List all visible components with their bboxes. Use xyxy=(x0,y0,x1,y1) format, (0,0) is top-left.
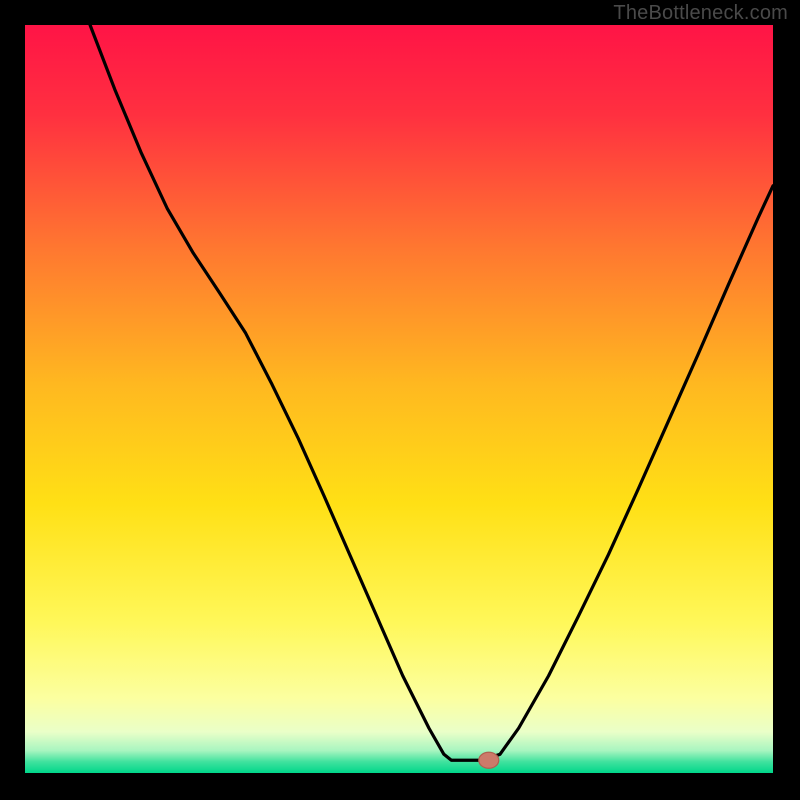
bottleneck-curve-chart xyxy=(0,0,800,800)
chart-background-gradient xyxy=(25,25,773,773)
chart-container: TheBottleneck.com xyxy=(0,0,800,800)
watermark-text: TheBottleneck.com xyxy=(613,2,788,25)
optimal-point-marker xyxy=(479,752,499,768)
